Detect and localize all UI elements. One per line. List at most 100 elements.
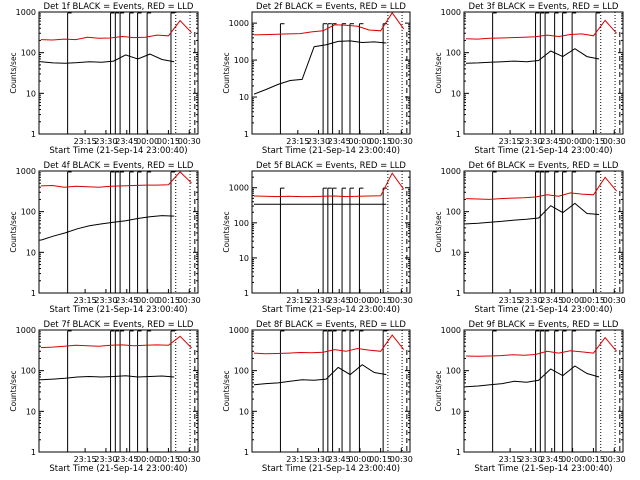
y-tick-label: 10 bbox=[239, 407, 249, 416]
x-tick-label: 23:15 bbox=[499, 296, 522, 305]
y-tick-label: 1000 bbox=[441, 326, 461, 335]
x-tick-label: 23:15 bbox=[286, 137, 309, 146]
y-tick-label: 1 bbox=[31, 289, 36, 298]
x-tick-label: 00:00 bbox=[136, 296, 159, 305]
y-tick-label: 100 bbox=[21, 208, 36, 217]
y-tick-label: 1 bbox=[456, 130, 461, 139]
x-tick-label: 23:15 bbox=[499, 137, 522, 146]
x-tick-label: 00:15 bbox=[157, 296, 180, 305]
x-tick-label: 00:15 bbox=[369, 296, 392, 305]
y-tick-label: 100 bbox=[234, 367, 249, 376]
x-tick-label: 00:30 bbox=[178, 137, 201, 146]
plot-frame bbox=[38, 11, 199, 135]
series-line-lld bbox=[253, 334, 405, 355]
x-tick-label: 23:45 bbox=[115, 455, 138, 464]
panel-title: Det 3f BLACK = Events, RED = LLD bbox=[469, 2, 619, 12]
y-tick-label: 100 bbox=[446, 208, 461, 217]
x-tick-label: 23:45 bbox=[115, 296, 138, 305]
y-tick-label: 1000 bbox=[229, 326, 249, 335]
x-tick-label: 23:30 bbox=[519, 455, 542, 464]
x-tick-label: 23:15 bbox=[286, 296, 309, 305]
panel-title: Det 9f BLACK = Events, RED = LLD bbox=[469, 320, 619, 330]
panel-title: Det 5f BLACK = Events, RED = LLD bbox=[256, 161, 406, 171]
x-axis-label: Start Time (21-Sep-14 23:00:40) bbox=[262, 464, 400, 474]
panel-det-3: Det 3f BLACK = Events, RED = LLD 1 10 100 10… bbox=[434, 2, 626, 156]
panel-title: Det 8f BLACK = Events, RED = LLD bbox=[256, 320, 406, 330]
y-tick-label: 10 bbox=[451, 407, 461, 416]
y-axis-label: Counts/sec bbox=[9, 370, 18, 411]
series-line-lld bbox=[40, 171, 192, 188]
x-tick-label: 23:15 bbox=[74, 455, 97, 464]
x-axis-label: Start Time (21-Sep-14 23:00:40) bbox=[474, 464, 612, 474]
y-tick-label: 10 bbox=[239, 93, 249, 102]
panel-det-8: Det 8f BLACK = Events, RED = LLD 1 10 100 10… bbox=[222, 320, 413, 474]
y-tick-label: 100 bbox=[446, 49, 461, 58]
series-line-events bbox=[253, 40, 387, 95]
x-tick-label: 23:30 bbox=[94, 455, 117, 464]
x-tick-label: 23:30 bbox=[94, 137, 117, 146]
x-tick-label: 00:30 bbox=[178, 455, 201, 464]
y-axis-label: Counts/sec bbox=[222, 52, 231, 93]
x-tick-label: 23:15 bbox=[499, 455, 522, 464]
plot-frame bbox=[38, 170, 199, 294]
x-tick-label: 23:15 bbox=[74, 296, 97, 305]
plot-frame bbox=[251, 11, 411, 135]
y-tick-label: 1 bbox=[31, 130, 36, 139]
x-tick-label: 00:00 bbox=[136, 137, 159, 146]
y-tick-label: 1 bbox=[31, 448, 36, 457]
x-tick-label: 23:30 bbox=[519, 137, 542, 146]
x-tick-label: 00:15 bbox=[582, 455, 605, 464]
x-tick-label: 23:30 bbox=[519, 296, 542, 305]
y-tick-label: 1000 bbox=[441, 167, 461, 176]
panel-title: Det 4f BLACK = Events, RED = LLD bbox=[44, 161, 194, 171]
x-tick-label: 23:30 bbox=[307, 455, 330, 464]
series-line-lld bbox=[465, 176, 617, 200]
x-tick-label: 00:00 bbox=[561, 296, 584, 305]
x-tick-label: 00:30 bbox=[603, 455, 626, 464]
x-tick-label: 23:30 bbox=[94, 296, 117, 305]
plot-frame bbox=[463, 11, 624, 135]
x-tick-label: 00:00 bbox=[136, 455, 159, 464]
x-tick-label: 00:15 bbox=[369, 455, 392, 464]
plot-frame bbox=[463, 329, 624, 453]
x-tick-label: 00:00 bbox=[561, 455, 584, 464]
series-line-lld bbox=[40, 335, 192, 349]
x-tick-label: 00:00 bbox=[561, 137, 584, 146]
x-tick-label: 00:30 bbox=[390, 296, 413, 305]
panel-det-6: Det 6f BLACK = Events, RED = LLD 1 10 100 10… bbox=[434, 161, 626, 315]
y-axis-label: Counts/sec bbox=[9, 52, 18, 93]
panel-det-4: Det 4f BLACK = Events, RED = LLD 1 10 100 10… bbox=[9, 161, 201, 315]
x-tick-label: 23:30 bbox=[307, 296, 330, 305]
y-axis-label: Counts/sec bbox=[9, 211, 18, 252]
series-line-events bbox=[465, 48, 600, 64]
x-tick-label: 00:30 bbox=[603, 137, 626, 146]
x-tick-label: 23:15 bbox=[74, 137, 97, 146]
plot-frame bbox=[463, 170, 624, 294]
series-line-lld bbox=[253, 172, 405, 198]
x-tick-label: 23:45 bbox=[540, 455, 563, 464]
x-axis-label: Start Time (21-Sep-14 23:00:40) bbox=[474, 305, 612, 315]
y-tick-label: 10 bbox=[239, 254, 249, 263]
y-axis-label: Counts/sec bbox=[434, 211, 443, 252]
x-tick-label: 23:45 bbox=[328, 455, 351, 464]
y-tick-label: 1000 bbox=[16, 326, 36, 335]
y-tick-label: 10 bbox=[26, 248, 36, 257]
y-tick-label: 10 bbox=[26, 89, 36, 98]
y-tick-label: 100 bbox=[234, 219, 249, 228]
y-tick-label: 1000 bbox=[441, 8, 461, 17]
series-line-events bbox=[253, 364, 387, 386]
panel-det-5: Det 5f BLACK = Events, RED = LLD 1 10 100 10… bbox=[222, 161, 413, 315]
series-line-events bbox=[465, 202, 600, 225]
y-tick-label: 1000 bbox=[16, 167, 36, 176]
x-axis-label: Start Time (21-Sep-14 23:00:40) bbox=[49, 146, 187, 156]
x-tick-label: 23:45 bbox=[328, 296, 351, 305]
x-axis-label: Start Time (21-Sep-14 23:00:40) bbox=[49, 305, 187, 315]
y-axis-label: Counts/sec bbox=[222, 211, 231, 252]
y-tick-label: 1000 bbox=[229, 184, 249, 193]
x-tick-label: 00:00 bbox=[348, 137, 371, 146]
plot-frame bbox=[251, 329, 411, 453]
x-tick-label: 00:15 bbox=[157, 137, 180, 146]
x-axis-label: Start Time (21-Sep-14 23:00:40) bbox=[49, 464, 187, 474]
panel-det-2: Det 2f BLACK = Events, RED = LLD 1 10 100 10… bbox=[222, 2, 413, 156]
